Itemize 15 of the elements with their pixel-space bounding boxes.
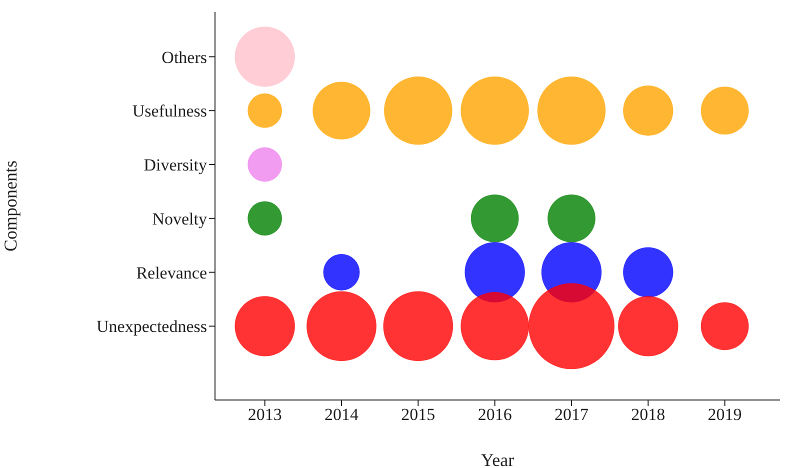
x-tick-label: 2019	[708, 405, 742, 424]
y-tick-label: Novelty	[152, 209, 208, 228]
x-tick-label: 2014	[324, 405, 359, 424]
x-tick-label: 2013	[248, 405, 282, 424]
x-tick-label: 2018	[631, 405, 666, 424]
y-axis-title: Components	[0, 160, 20, 252]
x-tick-label: 2015	[401, 405, 436, 424]
y-tick-label: Relevance	[136, 263, 207, 282]
x-axis-title: Year	[480, 450, 514, 468]
x-tick-label: 2017	[554, 405, 589, 424]
y-tick-label: Diversity	[144, 156, 208, 175]
y-tick-label: Usefulness	[132, 102, 207, 121]
x-tick-label: 2016	[478, 405, 512, 424]
y-tick-label: Others	[162, 48, 207, 67]
y-tick-label: Unexpectedness	[96, 317, 207, 336]
